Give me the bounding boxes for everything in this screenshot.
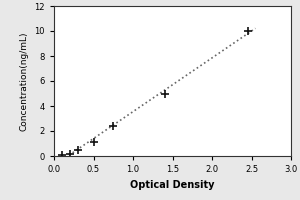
X-axis label: Optical Density: Optical Density — [130, 180, 215, 190]
Y-axis label: Concentration(ng/mL): Concentration(ng/mL) — [20, 31, 29, 131]
